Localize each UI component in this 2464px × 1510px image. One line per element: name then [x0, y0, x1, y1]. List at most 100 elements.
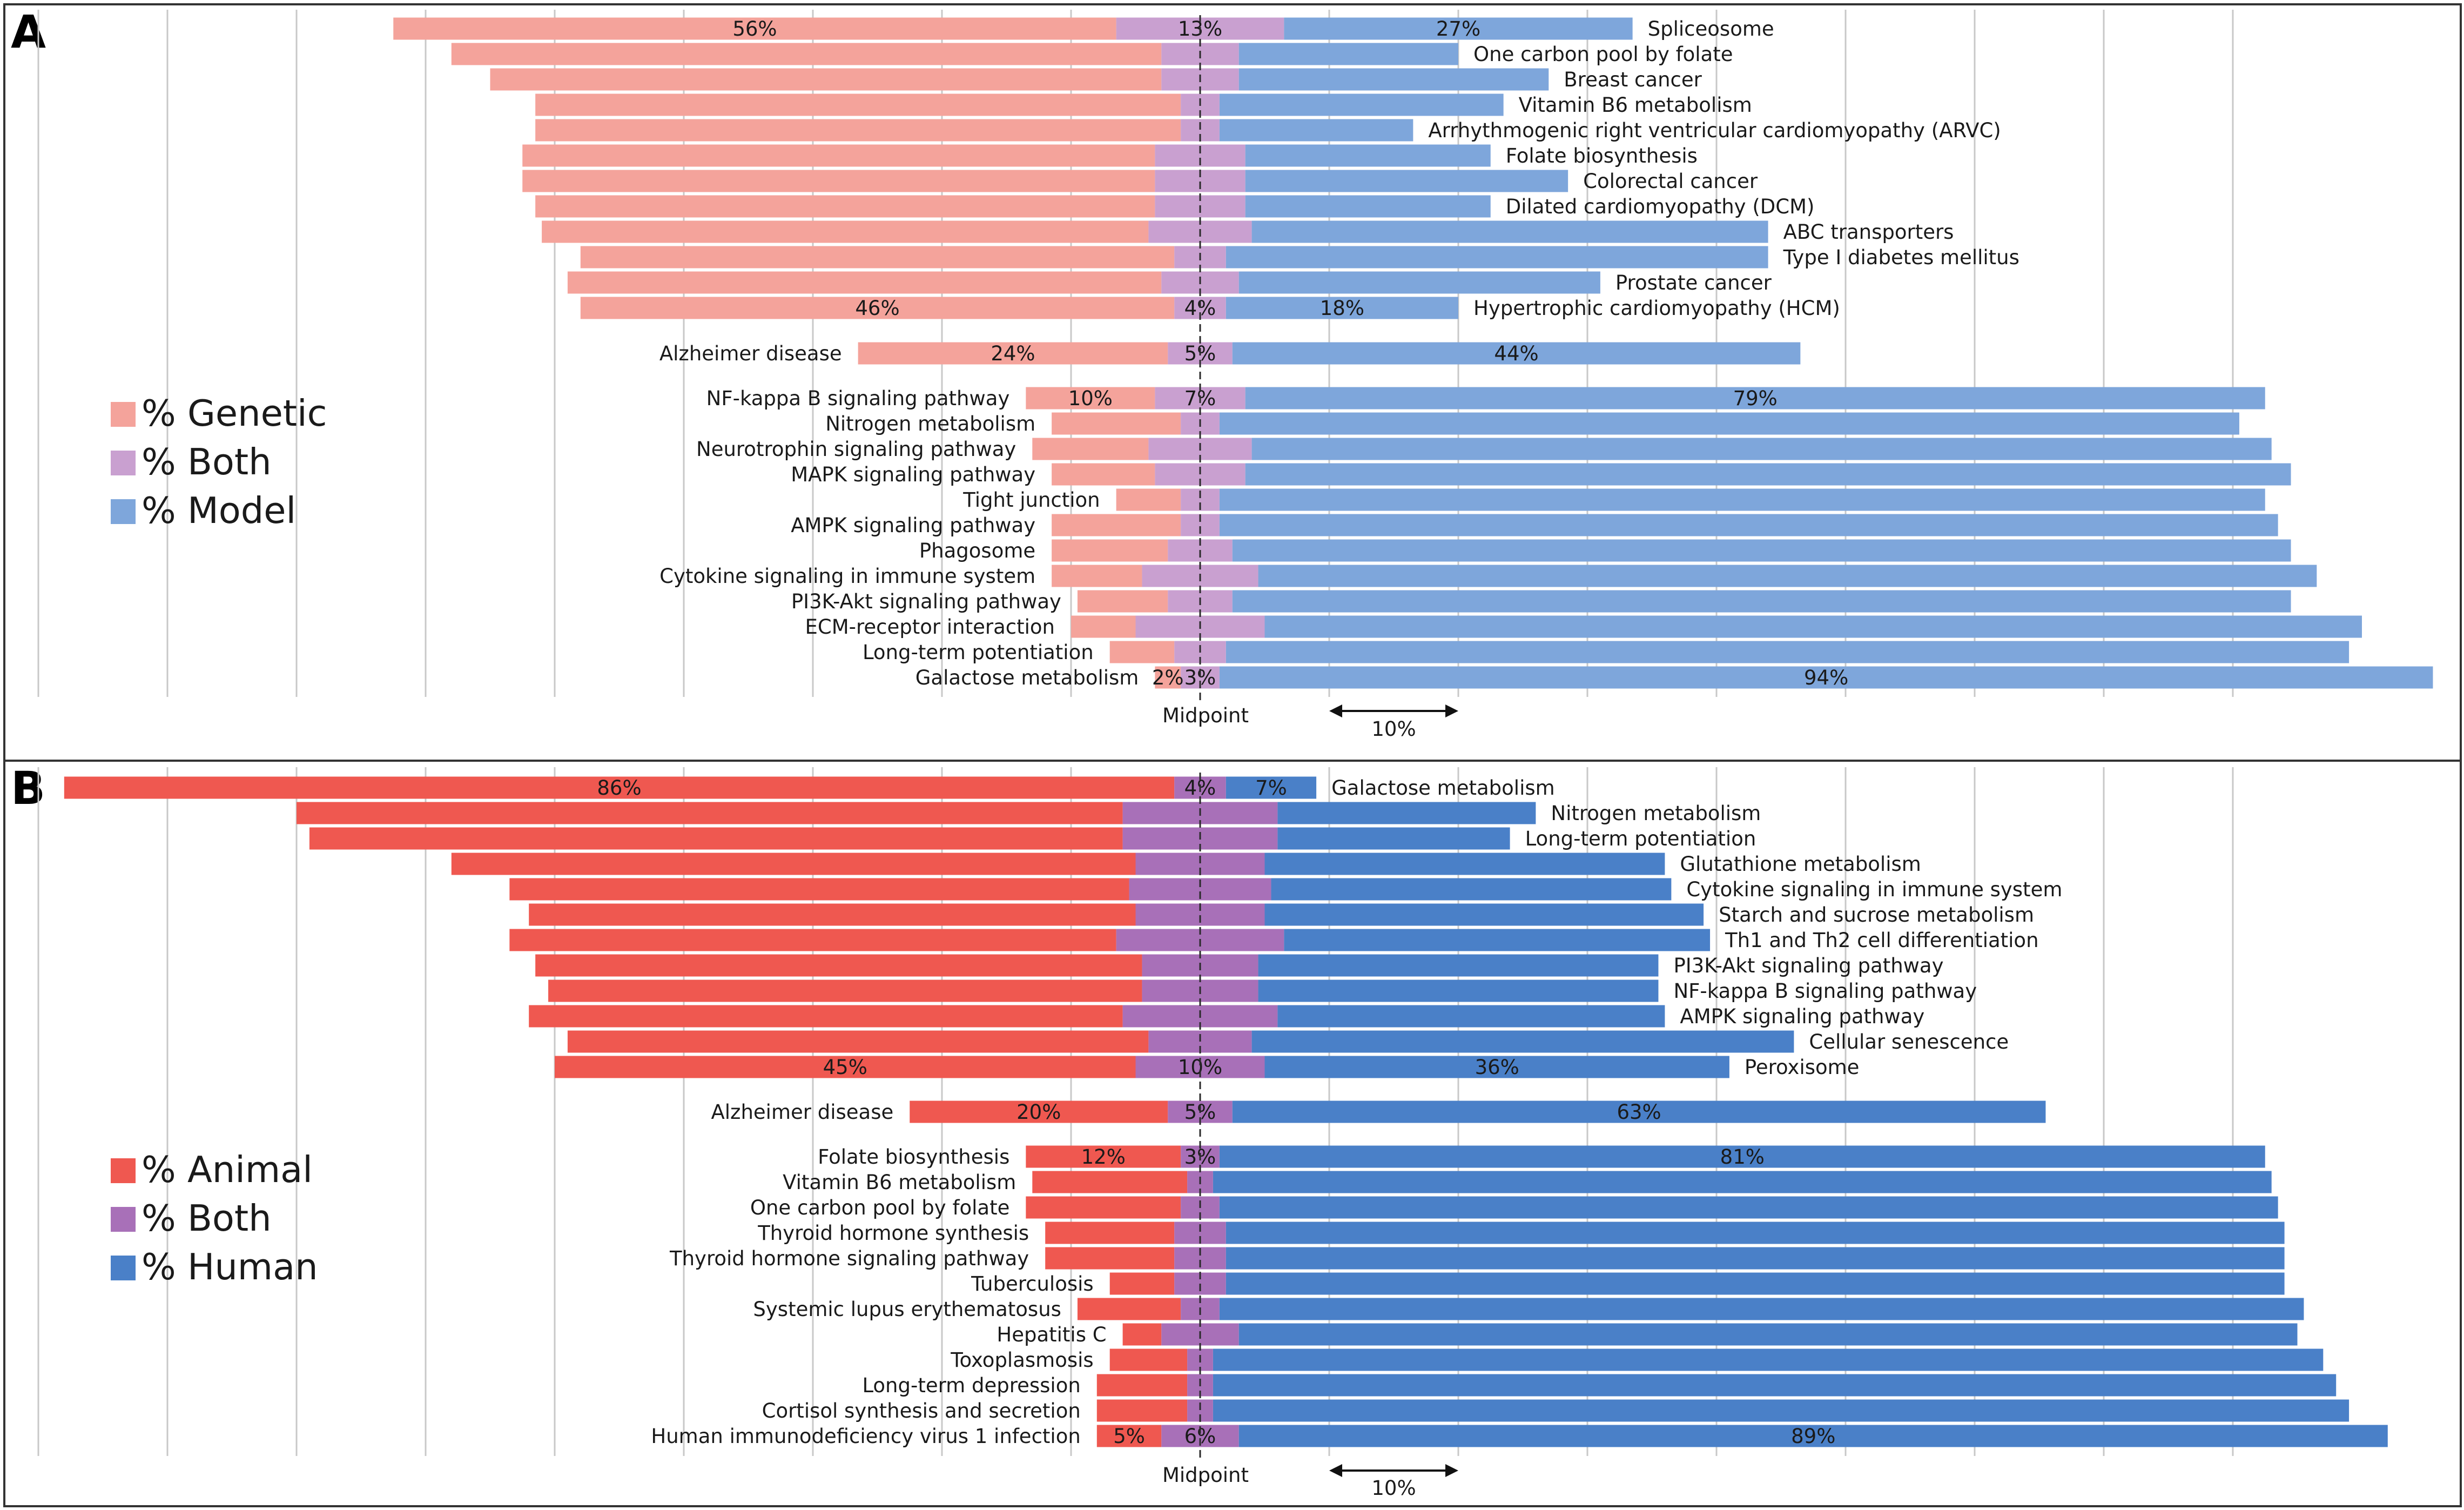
bar-model [1258, 565, 2317, 587]
bar-animal [1045, 1222, 1175, 1244]
bar-genetic [451, 43, 1162, 65]
category-label: Cytokine signaling in immune system [1686, 878, 2062, 901]
category-label: Toxoplasmosis [950, 1348, 1093, 1372]
panel-a-scale-label: 10% [1371, 717, 1416, 741]
bar-animal [309, 827, 1123, 850]
data-label-animal: 12% [1081, 1145, 1126, 1169]
bar-human [1213, 1399, 2349, 1422]
bar-genetic [1071, 615, 1136, 638]
bar-model [1226, 297, 1458, 319]
panel-a-row-folate-biosynthesis: Folate biosynthesis [522, 144, 1698, 167]
category-label: Nitrogen metabolism [825, 412, 1035, 435]
bar-animal [1045, 1247, 1175, 1270]
bar-genetic [580, 246, 1175, 269]
bar-genetic [535, 119, 1181, 142]
data-label-human: 81% [1720, 1145, 1765, 1169]
category-label: Thyroid hormone signaling pathway [669, 1247, 1029, 1270]
panel-b-row-folate-biosynthesis: Folate biosynthesis 12% 3% 81% [818, 1145, 2265, 1169]
panel-a-row-one-carbon-pool-by-folate: One carbon pool by folate [451, 43, 1733, 66]
panel-a-row-vitamin-b6-metabolism: Vitamin B6 metabolism [535, 93, 1752, 117]
panel-b-scale-arrow [1329, 1464, 1458, 1477]
panel-b-row-vitamin-b6-metabolism: Vitamin B6 metabolism [783, 1171, 2272, 1194]
bar-model [1226, 641, 2349, 663]
bar-genetic [490, 68, 1162, 91]
bar-animal [555, 1056, 1136, 1078]
data-label-model: 79% [1733, 387, 1778, 410]
category-label: Alzheimer disease [711, 1100, 893, 1124]
legend-swatch-both [111, 1207, 136, 1232]
bar-model [1251, 438, 2272, 460]
panel-a-row-neurotrophin-signaling-pathway: Neurotrophin signaling pathway [696, 438, 2272, 461]
legend-swatch-genetic [111, 402, 136, 427]
category-label: Th1 and Th2 cell differentiation [1725, 929, 2038, 952]
bar-genetic [567, 271, 1162, 294]
legend-swatch-both [111, 451, 136, 475]
category-label: Long-term depression [862, 1374, 1080, 1397]
category-label: ABC transporters [1783, 220, 1954, 244]
bar-model [1251, 220, 1768, 243]
panel-a-row-dilated-cardiomyopathy-dcm: Dilated cardiomyopathy (DCM) [535, 195, 1814, 218]
panel-a-row-cytokine-signaling-in-immune-system: Cytokine signaling in immune system [659, 565, 2317, 588]
panel-a-row-prostate-cancer: Prostate cancer [567, 271, 1772, 294]
data-label-genetic: 24% [991, 342, 1035, 365]
panel-a-row-arrhythmogenic-right-ventricular-cardiomyopathy-arvc: Arrhythmogenic right ventricular cardiom… [535, 119, 2001, 142]
panel-b-row-human-immunodeficiency-virus-1-infection: Human immunodeficiency virus 1 infection… [651, 1425, 2388, 1448]
category-label: Arrhythmogenic right ventricular cardiom… [1428, 119, 2001, 142]
panel-b-row-glutathione-metabolism: Glutathione metabolism [451, 853, 1921, 876]
bar-animal [1109, 1348, 1188, 1371]
bar-animal [567, 1030, 1149, 1053]
panel-b-row-systemic-lupus-erythematosus: Systemic lupus erythematosus [753, 1298, 2304, 1321]
bar-human [1226, 1247, 2285, 1270]
panel-a-row-galactose-metabolism: Galactose metabolism 2% 3% 94% [915, 666, 2433, 689]
bar-genetic [1032, 438, 1149, 460]
panel-b-row-long-term-depression: Long-term depression [862, 1374, 2337, 1397]
bar-genetic [535, 195, 1155, 218]
bar-animal [535, 954, 1142, 977]
panel-b-row-alzheimer-disease: Alzheimer disease 20% 5% 63% [711, 1100, 2046, 1124]
bar-human [1284, 929, 1711, 951]
panel-a-letter: A [11, 5, 46, 58]
bar-model [1245, 463, 2291, 486]
bar-human [1226, 1222, 2285, 1244]
panel-b-row-toxoplasmosis: Toxoplasmosis [950, 1348, 2324, 1372]
category-label: AMPK signaling pathway [791, 514, 1035, 537]
panel-b-row-long-term-potentiation: Long-term potentiation [309, 827, 1756, 850]
data-label-human: 89% [1791, 1425, 1835, 1448]
bar-model [1245, 170, 1568, 192]
data-label-human: 7% [1255, 776, 1287, 800]
panel-a-scale-arrow [1329, 704, 1458, 717]
category-label: Alzheimer disease [659, 342, 842, 365]
panel-b-row-thyroid-hormone-synthesis: Thyroid hormone synthesis [757, 1222, 2285, 1245]
category-label: Hypertrophic cardiomyopathy (HCM) [1473, 297, 1840, 320]
data-label-animal: 86% [597, 776, 641, 800]
panel-b-scale-label: 10% [1371, 1477, 1416, 1500]
category-label: NF-kappa B signaling pathway [706, 387, 1010, 410]
bar-human [1264, 1056, 1729, 1078]
bar-genetic [858, 342, 1168, 365]
data-label-human: 63% [1617, 1100, 1661, 1124]
category-label: Folate biosynthesis [818, 1145, 1009, 1169]
bar-animal [1026, 1145, 1181, 1168]
category-label: Phagosome [919, 539, 1035, 562]
panel-a-row-abc-transporters: ABC transporters [542, 220, 1954, 244]
bar-model [1284, 17, 1633, 40]
bar-animal [1109, 1272, 1175, 1295]
data-label-model: 18% [1320, 297, 1364, 320]
legend-label-both: % Both [142, 441, 272, 483]
panel-a-row-tight-junction: Tight junction [962, 488, 2265, 512]
panel-a-row-nf-kappa-b-signaling-pathway: NF-kappa B signaling pathway 10% 7% 79% [706, 387, 2265, 410]
bar-human [1271, 878, 1672, 901]
data-label-genetic: 2% [1152, 666, 1184, 689]
bar-animal [529, 903, 1136, 926]
panel-a-row-breast-cancer: Breast cancer [490, 68, 1702, 91]
panel-b-row-starch-and-sucrose-metabolism: Starch and sucrose metabolism [529, 903, 2034, 927]
bar-animal [1096, 1374, 1188, 1397]
category-label: Long-term potentiation [863, 641, 1094, 664]
bar-human [1213, 1171, 2272, 1193]
category-label: Cortisol synthesis and secretion [762, 1399, 1081, 1422]
category-label: Tuberculosis [971, 1272, 1094, 1296]
panel-a-row-alzheimer-disease: Alzheimer disease 24% 5% 44% [659, 342, 1801, 365]
